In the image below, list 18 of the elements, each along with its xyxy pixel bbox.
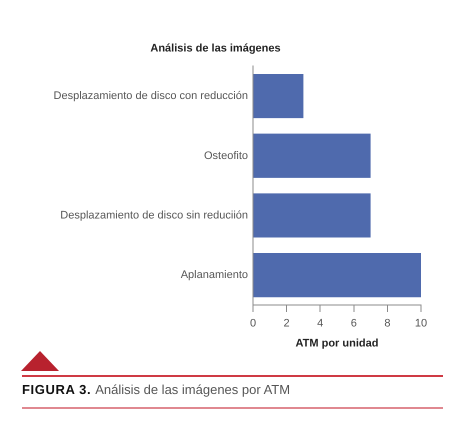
y-tick-label: Osteofito [204, 150, 248, 162]
bar [254, 253, 421, 298]
x-tick-label: 8 [384, 318, 390, 330]
x-tick-label: 0 [250, 318, 256, 330]
text: Análisis de las imágenes por ATM [95, 382, 290, 397]
x-tick-label: 4 [317, 318, 324, 330]
x-axis-title: ATM por unidad [296, 337, 378, 350]
y-tick-label: Desplazamiento de disco sin reduciión [60, 209, 248, 222]
chart-title: Análisis de las imágenes [150, 42, 281, 55]
text: FIGURA 3. [22, 382, 92, 397]
x-tick-label: 6 [350, 318, 357, 330]
x-tick-label: 10 [414, 318, 428, 330]
y-tick-label: Desplazamiento de disco con reducción [54, 90, 248, 102]
x-tick-label: 2 [284, 318, 290, 330]
y-tick-label: Aplanamiento [180, 269, 248, 282]
bar [254, 74, 304, 118]
bar [254, 193, 371, 238]
bar [254, 134, 371, 178]
